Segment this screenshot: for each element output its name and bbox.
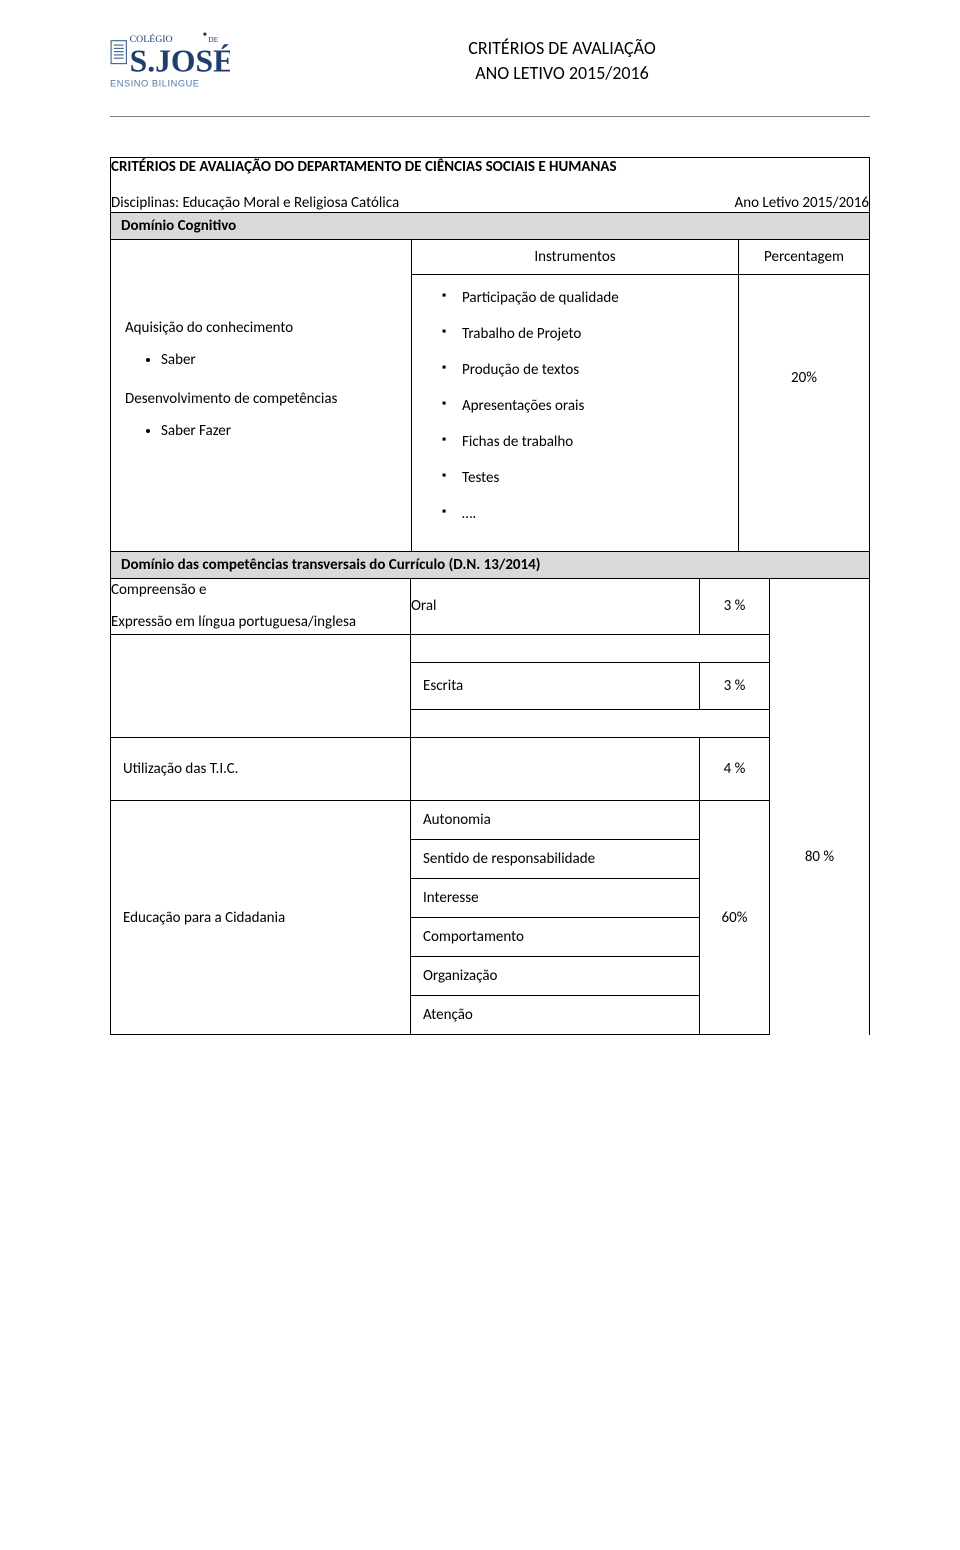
escrita-value: 3 % <box>700 662 770 709</box>
instrument-item: …. <box>442 505 724 523</box>
instrument-item: Produção de textos <box>442 361 724 379</box>
school-logo: COLÉGIO S.JOSÉ ENSINO BILINGUE DE <box>110 32 230 108</box>
logo-svg: COLÉGIO S.JOSÉ ENSINO BILINGUE DE <box>110 32 230 103</box>
svg-text:DE: DE <box>208 35 219 44</box>
title-block: CRITÉRIOS DE AVALIAÇÃO DO DEPARTAMENTO D… <box>111 157 870 212</box>
oral-label: Oral <box>411 578 700 634</box>
subtitle-row: Disciplinas: Educação Moral e Religiosa … <box>111 194 869 212</box>
page: COLÉGIO S.JOSÉ ENSINO BILINGUE DE CRITÉR… <box>0 0 960 1075</box>
cognitive-content: Aquisição do conhecimento Saber Desenvol… <box>111 239 870 551</box>
cognitive-section-label: Domínio Cognitivo <box>111 213 869 239</box>
cognitive-right-col: Percentagem 20% <box>739 240 869 551</box>
cidadania-item: Interesse <box>411 878 699 917</box>
page-header: COLÉGIO S.JOSÉ ENSINO BILINGUE DE CRITÉR… <box>110 32 870 117</box>
cidadania-item: Comportamento <box>411 917 699 956</box>
oral-value: 3 % <box>700 578 770 634</box>
header-titles: CRITÉRIOS DE AVALIAÇÃO ANO LETIVO 2015/2… <box>254 32 870 86</box>
logo-main: S.JOSÉ <box>130 43 230 78</box>
instrument-item: Apresentações orais <box>442 397 724 415</box>
tic-value: 4 % <box>700 737 770 801</box>
instruments-header: Instrumentos <box>412 240 738 275</box>
instruments-list: Participação de qualidade Trabalho de Pr… <box>442 289 724 523</box>
year-label: Ano Letivo 2015/2016 <box>735 194 869 212</box>
percentage-header: Percentagem <box>739 240 869 275</box>
acquisition-title: Aquisição do conhecimento <box>125 318 397 340</box>
cidadania-item: Organização <box>411 956 699 995</box>
cognitive-section-bar: Domínio Cognitivo <box>111 212 870 239</box>
department-title: CRITÉRIOS DE AVALIAÇÃO DO DEPARTAMENTO D… <box>111 158 869 176</box>
comprehension-label: Compreensão e <box>111 579 410 602</box>
development-title: Desenvolvimento de competências <box>125 389 397 411</box>
acquisition-item: Saber <box>161 350 397 372</box>
cidadania-value: 60% <box>700 801 770 1035</box>
development-item: Saber Fazer <box>161 421 397 443</box>
tic-label: Utilização das T.I.C. <box>111 737 411 801</box>
cognitive-left-col: Aquisição do conhecimento Saber Desenvol… <box>111 240 411 551</box>
instrument-item: Participação de qualidade <box>442 289 724 307</box>
subject-value: Educação Moral e Religiosa Católica <box>182 194 399 212</box>
instrument-item: Fichas de trabalho <box>442 433 724 451</box>
comprehension-cell: Compreensão e Expressão em língua portug… <box>111 578 411 634</box>
cognitive-percentage: 20% <box>739 275 869 387</box>
cidadania-list: Autonomia Sentido de responsabilidade In… <box>411 801 699 1034</box>
escrita-label: Escrita <box>411 662 700 709</box>
subject-label: Disciplinas <box>111 194 175 212</box>
transversal-section-label: Domínio das competências transversais do… <box>111 552 869 578</box>
cognitive-mid-col: Instrumentos Participação de qualidade T… <box>411 240 739 551</box>
logo-sub: ENSINO BILINGUE <box>110 79 200 89</box>
header-line-2: ANO LETIVO 2015/2016 <box>254 61 870 86</box>
subject-line: Disciplinas: Educação Moral e Religiosa … <box>111 194 399 212</box>
instrument-item: Trabalho de Projeto <box>442 325 724 343</box>
expression-label: Expressão em língua portuguesa/inglesa <box>111 611 410 634</box>
header-line-1: CRITÉRIOS DE AVALIAÇÃO <box>254 36 870 61</box>
transversal-total: 80 % <box>770 578 870 1035</box>
transversal-section-bar: Domínio das competências transversais do… <box>111 551 870 578</box>
instrument-item: Testes <box>442 469 724 487</box>
cidadania-item: Atenção <box>411 995 699 1034</box>
cidadania-item: Sentido de responsabilidade <box>411 839 699 878</box>
cidadania-item: Autonomia <box>411 801 699 839</box>
cidadania-label: Educação para a Cidadania <box>111 801 411 1035</box>
criteria-table: CRITÉRIOS DE AVALIAÇÃO DO DEPARTAMENTO D… <box>110 157 870 1036</box>
